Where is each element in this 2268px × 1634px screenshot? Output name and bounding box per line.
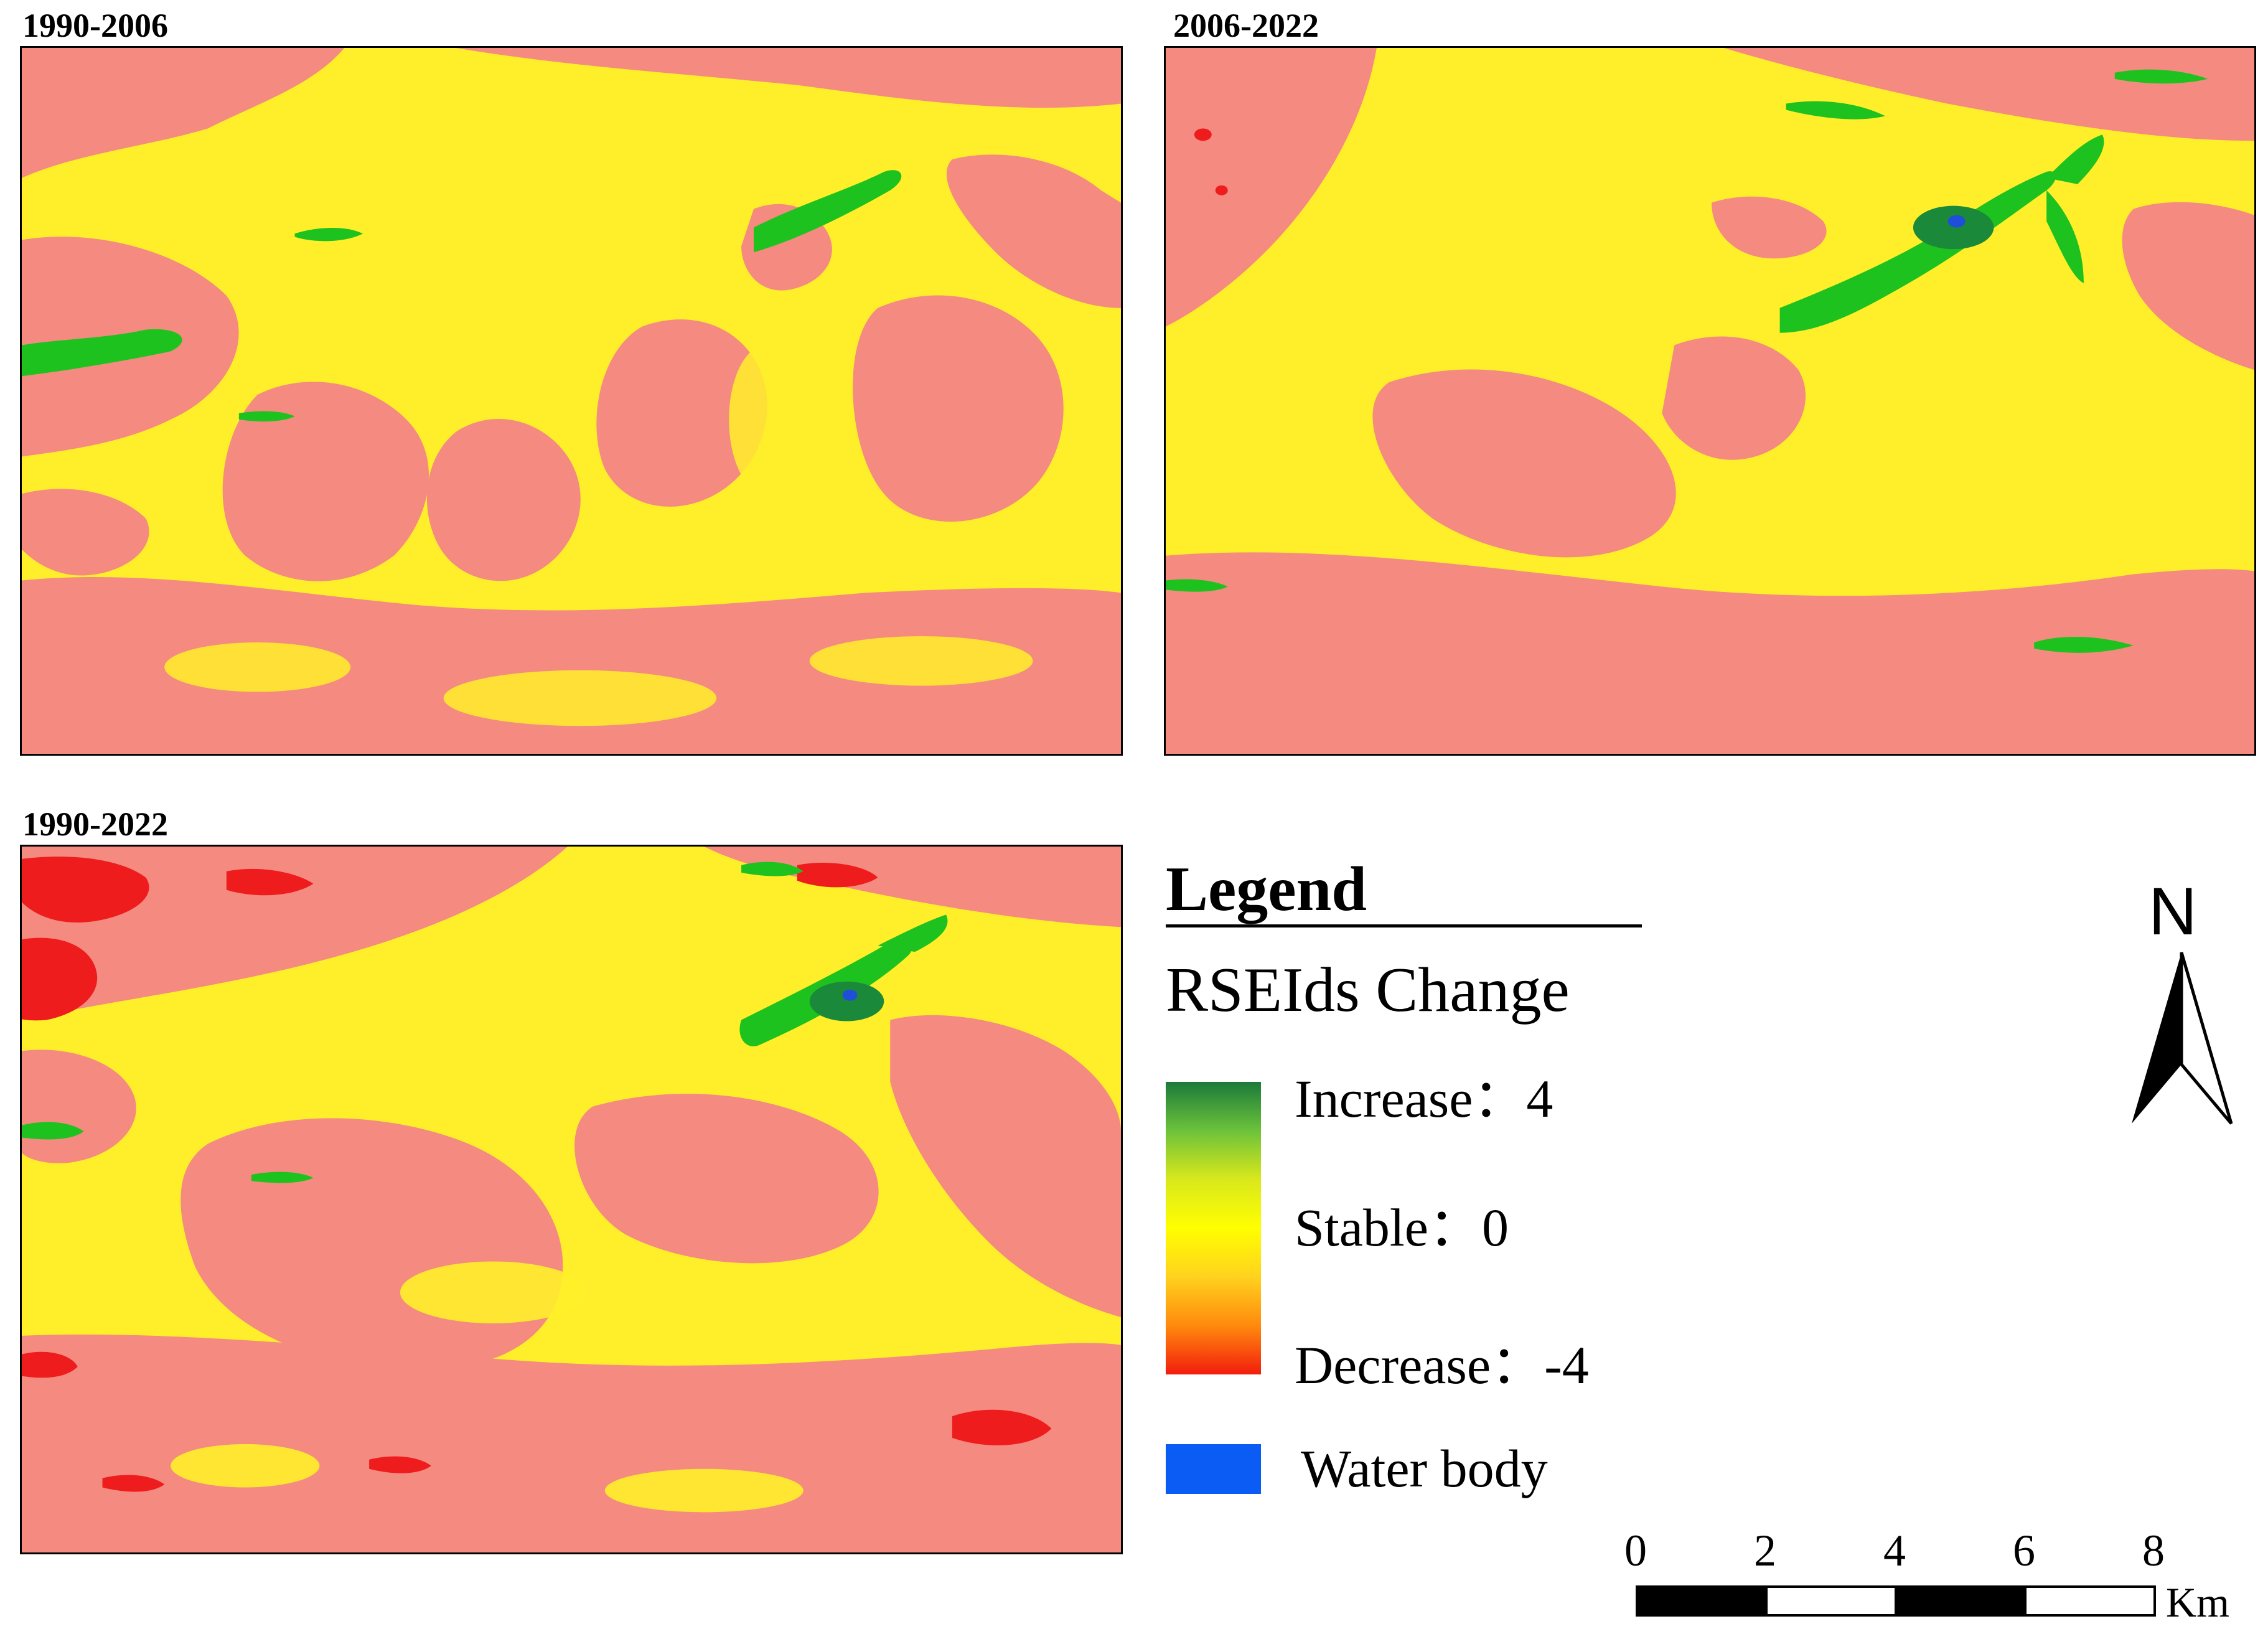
map-1990-2022 (20, 845, 1123, 1554)
scale-tick-6: 6 (2013, 1526, 2035, 1575)
north-arrow-icon (2132, 952, 2233, 1125)
scale-bar (1636, 1585, 2156, 1617)
scale-tick-0: 0 (1624, 1526, 1647, 1575)
map-2006-2022 (1164, 46, 2256, 756)
legend-decrease-label: Decrease：-4 (1295, 1335, 1589, 1395)
scale-tick-4: 4 (1883, 1526, 1906, 1575)
rseids-color-ramp (1166, 1082, 1261, 1374)
legend-heading-underline (1166, 924, 1642, 927)
panel-title-2006-2022: 2006-2022 (1173, 7, 1319, 44)
legend-stable-label: Stable：0 (1295, 1198, 1509, 1257)
legend-increase-label: Increase：4 (1295, 1069, 1553, 1129)
scale-tick-8: 8 (2142, 1526, 2165, 1575)
scale-tick-2: 2 (1754, 1526, 1776, 1575)
panel-title-1990-2006: 1990-2006 (22, 7, 168, 44)
scale-unit-label: Km (2166, 1579, 2229, 1626)
panel-title-1990-2022: 1990-2022 (22, 805, 168, 843)
legend-subtitle: RSEIds Change (1166, 955, 1570, 1025)
legend-heading: Legend (1166, 854, 1367, 924)
map-1990-2006 (20, 46, 1123, 756)
water-body-swatch (1166, 1444, 1261, 1494)
north-arrow-letter: N (2149, 873, 2197, 949)
legend-water-label: Water body (1301, 1439, 1548, 1498)
